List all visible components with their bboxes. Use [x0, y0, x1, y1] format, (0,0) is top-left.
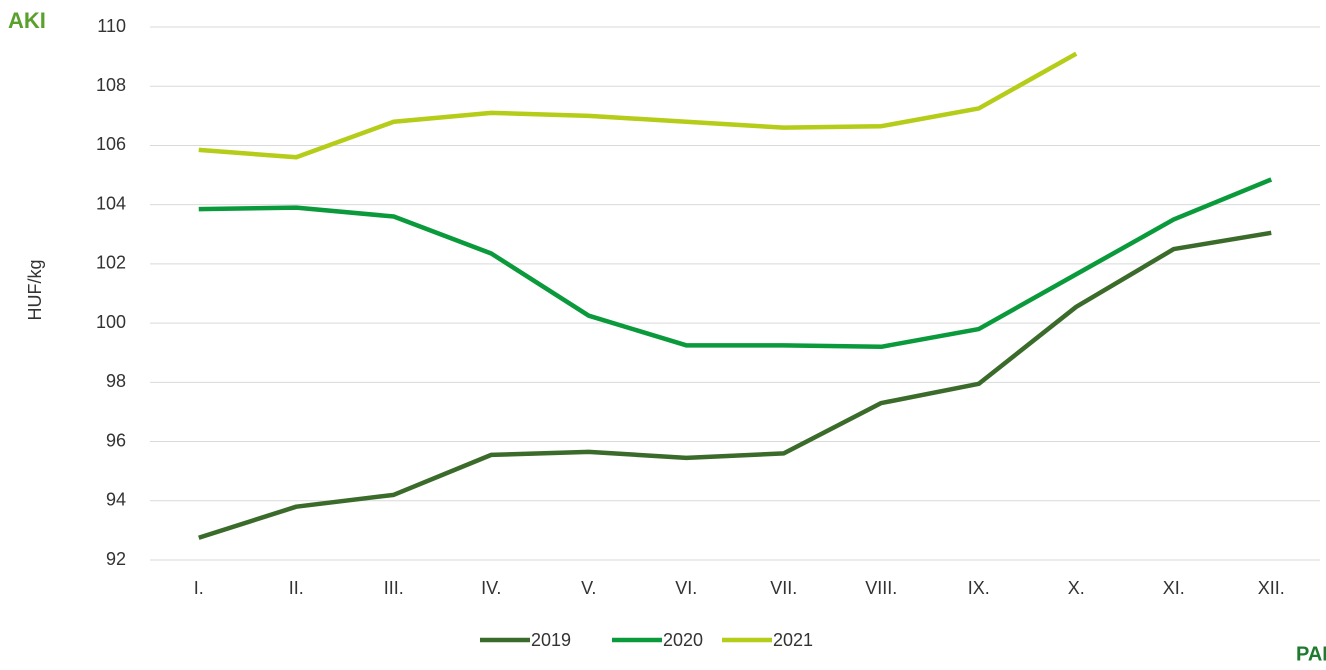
x-tick-label: III.: [384, 578, 404, 598]
x-tick-label: II.: [289, 578, 304, 598]
series-line: [198, 230, 1272, 540]
x-tick-label: V.: [581, 578, 596, 598]
y-tick-label: 110: [97, 16, 126, 36]
x-tick-label: IV.: [481, 578, 501, 598]
x-tick-label: VI.: [675, 578, 697, 598]
y-tick-label: 94: [106, 490, 126, 510]
x-tick-label: XII.: [1258, 578, 1285, 598]
y-tick-label: 92: [106, 549, 126, 569]
series-line: [198, 177, 1273, 350]
y-tick-label: 96: [106, 430, 126, 450]
series-line: [198, 51, 1078, 160]
logo: AKI: [8, 8, 46, 33]
legend-label: 2020: [663, 630, 703, 650]
y-tick-label: 98: [106, 371, 126, 391]
x-tick-label: X.: [1068, 578, 1085, 598]
y-tick-label: 102: [96, 253, 126, 273]
x-tick-label: XI.: [1163, 578, 1185, 598]
y-axis-label: HUF/kg: [25, 259, 45, 320]
logo: PAIR: [1296, 643, 1326, 665]
y-tick-label: 100: [96, 312, 126, 332]
x-tick-label: VII.: [770, 578, 797, 598]
legend-label: 2021: [773, 630, 813, 650]
legend-label: 2019: [531, 630, 571, 650]
y-tick-label: 108: [96, 75, 126, 95]
x-tick-label: IX.: [968, 578, 990, 598]
y-tick-label: 104: [96, 193, 126, 213]
y-tick-label: 106: [96, 134, 126, 154]
x-tick-label: VIII.: [865, 578, 897, 598]
x-tick-label: I.: [194, 578, 204, 598]
